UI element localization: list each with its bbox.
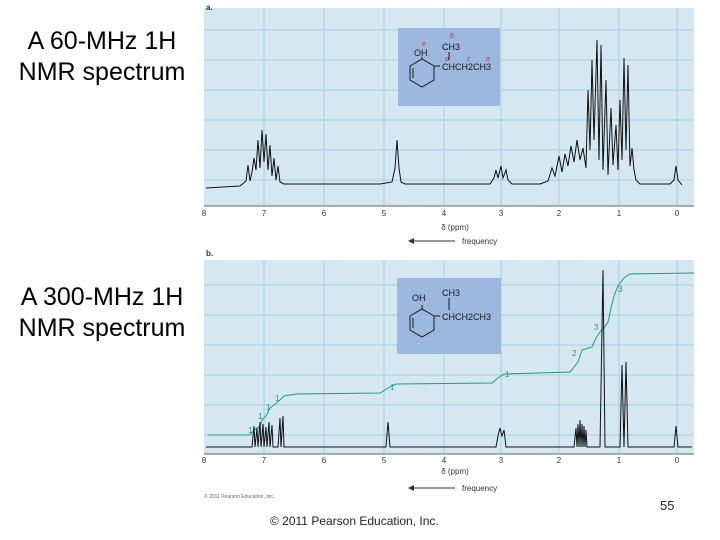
spectrum-b-trace — [206, 269, 692, 448]
spectrum-b-arrowhead — [408, 485, 414, 491]
spectrum-b-figure: b. 1 1 1 1 1 1 2 3 3 8 7 6 5 4 3 2 1 0 δ… — [202, 250, 695, 500]
spectrum-b-integral-label-9: 3 — [618, 285, 623, 294]
spectrum-a-structure: OH CH3 CHCH2CH3 e b d c a — [398, 28, 500, 106]
spectrum-a-tick-8: 8 — [202, 209, 207, 218]
spectrum-a-letter-b: b — [450, 33, 454, 40]
spectrum-a-letter-e: e — [422, 41, 426, 48]
spectrum-a-structure-box — [398, 28, 500, 106]
copyright-notice: © 2011 Pearson Education, Inc. — [270, 514, 439, 528]
spectrum-a-figure: a. 8 7 6 5 4 3 2 1 0 δ (ppm) frequency O… — [202, 3, 694, 246]
spectrum-a-ch3-label: CH3 — [442, 42, 460, 52]
spectrum-b-panel-letter: b. — [206, 250, 213, 258]
spectrum-b-direction-label: frequency — [462, 484, 497, 493]
spectrum-b-publisher-mark: © 2011 Pearson Education, Inc. — [204, 493, 274, 500]
spectrum-a-letter-c: c — [467, 56, 471, 63]
page-number: 55 — [660, 498, 675, 513]
spectrum-b-tick-3: 3 — [499, 456, 504, 465]
spectrum-b-tick-1: 1 — [617, 456, 622, 465]
spectrum-a-axis: 8 7 6 5 4 3 2 1 0 δ (ppm) frequency — [202, 205, 694, 246]
spectrum-a-panel-letter: a. — [206, 3, 213, 12]
spectrum-b-structure-box — [397, 278, 501, 354]
spectrum-b-tick-6: 6 — [322, 456, 327, 465]
spectrum-a-caption-line2: NMR spectrum — [18, 58, 186, 86]
spectrum-b-integral-label-4: 1 — [275, 394, 280, 403]
spectrum-a-tick-3: 3 — [499, 209, 504, 218]
spectrum-a-tick-7: 7 — [262, 209, 267, 218]
spectrum-b-caption-line1: A 300-MHz 1H — [20, 283, 184, 311]
spectrum-b-structure: OH CH3 CHCH2CH3 — [397, 278, 501, 354]
spectrum-a-trace — [205, 39, 683, 189]
spectrum-b-oh-label: OH — [412, 293, 426, 303]
spectrum-b-grid — [204, 260, 694, 454]
spectrum-a-caption-line1: A 60-MHz 1H — [27, 27, 177, 55]
spectrum-b-integral-label-8: 3 — [594, 323, 599, 332]
spectrum-b-integral-curve — [208, 272, 695, 436]
spectrum-a-arrowhead — [408, 238, 414, 244]
spectrum-b-integral-labels: 1 1 1 1 1 1 2 3 3 — [248, 285, 623, 435]
spectrum-a-caption: A 60-MHz 1H NMR spectrum — [4, 26, 200, 88]
spectrum-a-direction-label: frequency — [462, 237, 497, 246]
spectrum-b-axis-label: δ (ppm) — [441, 467, 469, 476]
spectrum-a-axis-label: δ (ppm) — [441, 223, 469, 232]
spectrum-b-caption: A 300-MHz 1H NMR spectrum — [4, 282, 200, 344]
spectrum-a-tick-6: 6 — [322, 209, 327, 218]
spectrum-a-tick-4: 4 — [442, 209, 447, 218]
spectrum-b-integral-label-3: 1 — [266, 403, 271, 412]
spectrum-a-tick-2: 2 — [557, 209, 562, 218]
spectrum-b-chain-label: CHCH2CH3 — [442, 312, 491, 322]
spectrum-a-letter-a: a — [486, 56, 490, 63]
spectrum-a-tick-1: 1 — [617, 209, 622, 218]
spectrum-b-caption-line2: NMR spectrum — [18, 314, 186, 342]
spectrum-b-axis: 8 7 6 5 4 3 2 1 0 δ (ppm) frequency © 20… — [202, 453, 694, 500]
spectrum-a-tick-5: 5 — [382, 209, 387, 218]
spectrum-b-integral-label-5: 1 — [390, 383, 395, 392]
spectrum-b-integral-label-1: 1 — [248, 426, 253, 435]
spectrum-b-tick-0: 0 — [675, 456, 680, 465]
spectrum-b-tick-8: 8 — [202, 456, 207, 465]
spectrum-a-oh-label: OH — [414, 48, 428, 58]
spectrum-b-tick-5: 5 — [382, 456, 387, 465]
spectrum-a-letter-d: d — [445, 56, 450, 63]
spectrum-b-integral-label-6: 1 — [505, 370, 510, 379]
spectrum-a-tick-0: 0 — [675, 209, 680, 218]
spectrum-b-tick-7: 7 — [262, 456, 267, 465]
spectrum-b-ch3-label: CH3 — [442, 288, 460, 298]
spectrum-a-chain-label: CHCH2CH3 — [442, 62, 491, 72]
spectrum-b-tick-2: 2 — [557, 456, 562, 465]
spectrum-b-integral-label-2: 1 — [258, 412, 263, 421]
spectrum-b-integral-label-7: 2 — [572, 349, 577, 358]
spectrum-b-tick-4: 4 — [442, 456, 447, 465]
